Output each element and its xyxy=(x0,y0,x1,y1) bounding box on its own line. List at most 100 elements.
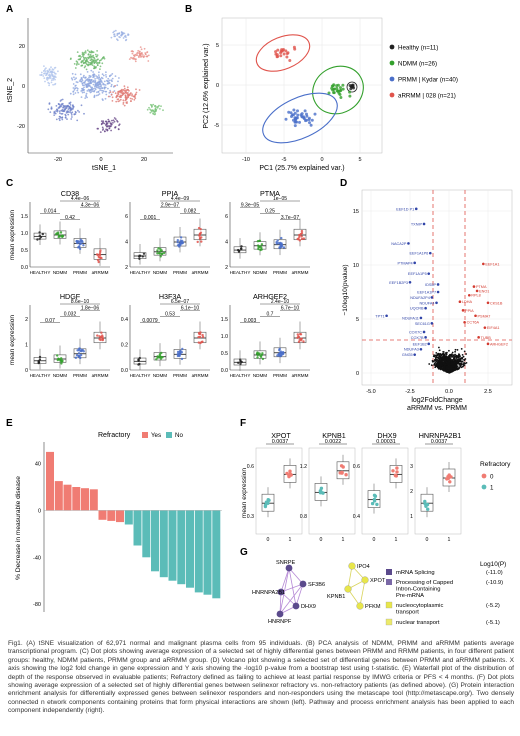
box-point xyxy=(258,239,261,243)
pca-gridlines xyxy=(222,18,382,153)
tsne-point xyxy=(58,117,60,120)
tsne-point xyxy=(98,59,101,62)
tsne-point xyxy=(101,62,104,65)
tsne-point xyxy=(152,109,155,112)
tsne-point xyxy=(48,84,50,87)
pca-point xyxy=(304,119,307,123)
x-tick: 0 xyxy=(426,537,429,543)
tsne-ytick: 0 xyxy=(22,84,25,90)
tsne-point xyxy=(122,99,125,102)
tsne-point xyxy=(114,35,117,38)
tsne-point xyxy=(68,105,71,108)
tsne-point xyxy=(110,85,113,88)
tsne-point xyxy=(82,76,85,79)
gene-title: CD38 xyxy=(61,189,79,198)
tsne-point xyxy=(87,53,90,56)
tsne-point xyxy=(87,88,90,91)
box-point xyxy=(78,245,81,248)
pca-point xyxy=(339,88,343,92)
gene-title: HDGF xyxy=(60,292,81,301)
y-tick: 1 xyxy=(410,514,413,520)
box-point xyxy=(80,348,83,352)
tsne-point xyxy=(154,107,157,109)
gene-label-blue: EEF1A1P5 xyxy=(408,272,427,276)
tsne-point xyxy=(88,74,91,77)
tsne-point xyxy=(61,118,64,121)
box-point xyxy=(258,245,261,249)
tsne-point xyxy=(45,67,47,70)
group-label: aRRMM xyxy=(292,373,309,378)
pca-point xyxy=(294,116,298,120)
waterfall-ticks: 40 0 -40 -80 xyxy=(33,462,41,609)
tsne-point xyxy=(97,90,100,93)
node-hnrnpf xyxy=(276,610,284,618)
tsne-point xyxy=(143,55,146,57)
box-point xyxy=(240,245,243,248)
box-point xyxy=(60,362,63,365)
tsne-point xyxy=(96,82,99,85)
tsne-point xyxy=(100,120,103,122)
box-point xyxy=(79,353,83,357)
fbox-frame xyxy=(255,447,303,535)
box-point xyxy=(176,239,179,242)
tsne-point xyxy=(146,108,149,111)
panel-label-c: C xyxy=(6,178,13,189)
volcano-ytick: 15 xyxy=(353,209,359,215)
box-point xyxy=(138,257,141,260)
tsne-point xyxy=(86,90,89,92)
waterfall-bar xyxy=(186,510,194,588)
tsne-point xyxy=(80,96,83,98)
node-label-pfkm: PFKM xyxy=(365,604,381,610)
volcano-point xyxy=(442,360,445,362)
pca-point xyxy=(348,94,352,98)
box-point xyxy=(196,240,199,244)
gene-title: KPNB1 xyxy=(322,431,346,440)
tsne-point xyxy=(117,93,120,96)
box-point xyxy=(423,499,427,504)
tsne-point xyxy=(80,77,83,80)
tsne-point xyxy=(118,32,121,35)
pca-x-label: PC1 (25.7% explained var.) xyxy=(259,165,344,172)
volcano-point-red xyxy=(477,336,480,339)
volcano-point xyxy=(446,366,449,369)
tsne-point xyxy=(103,57,106,60)
volcano-point xyxy=(444,359,446,361)
panel-a-tsne: -20 0 20 20 0 -20 tSNE_1 tSNE_2 xyxy=(7,18,173,172)
box-point xyxy=(176,350,180,354)
gene-label-red: ARHGEF2 xyxy=(490,342,508,346)
tsne-point xyxy=(122,101,125,104)
box-point xyxy=(77,349,81,352)
box-point xyxy=(97,254,100,257)
tsne-point xyxy=(119,98,122,101)
box-point xyxy=(77,352,81,355)
pca-point xyxy=(279,54,283,58)
pca-xtick: -5 xyxy=(282,157,287,163)
volcano-point xyxy=(435,352,438,354)
volcano-point xyxy=(431,360,434,362)
tsne-point xyxy=(46,69,49,72)
pca-point xyxy=(287,110,291,114)
volcano-point-blue xyxy=(408,280,412,284)
tsne-point xyxy=(140,48,143,51)
tsne-point xyxy=(118,124,120,127)
tsne-point xyxy=(152,103,155,106)
tsne-ytick: -20 xyxy=(17,124,25,130)
node-snrpe xyxy=(285,564,293,572)
tsne-point xyxy=(89,76,92,78)
panel-c-y-label-bottom: mean expression xyxy=(9,315,16,366)
box-point xyxy=(278,246,281,250)
pval-label: 0.014 xyxy=(44,209,57,215)
tsne-point xyxy=(81,79,84,82)
pval-label: 0.07 xyxy=(45,318,55,324)
gene-label-blue: COX7C xyxy=(409,330,422,334)
tsne-point xyxy=(66,118,68,120)
tsne-point xyxy=(136,51,139,54)
tsne-point xyxy=(105,120,108,123)
tsne-point xyxy=(61,98,64,101)
box-point xyxy=(158,354,161,357)
tsne-point xyxy=(94,53,97,56)
gene-title: XPOT xyxy=(271,431,291,440)
tsne-point xyxy=(90,91,93,93)
tsne-point xyxy=(133,54,135,57)
